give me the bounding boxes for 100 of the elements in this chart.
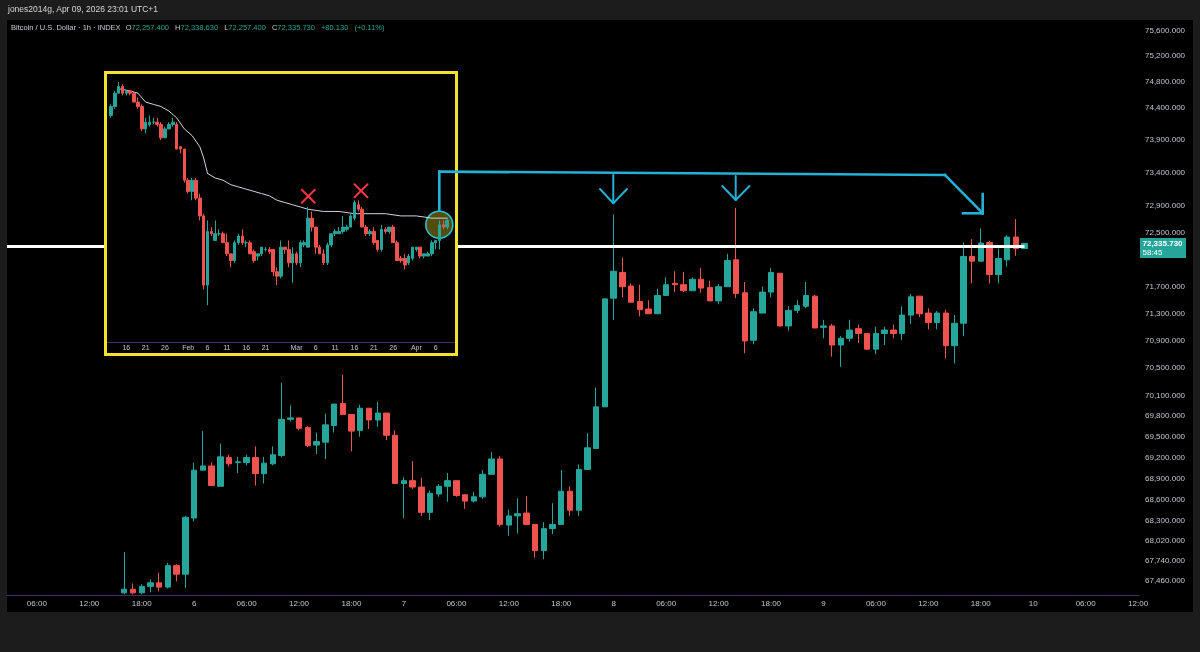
- candlestick: [384, 226, 387, 235]
- candlestick: [610, 213, 617, 321]
- candlestick: [943, 309, 949, 359]
- candlestick: [532, 523, 538, 559]
- candlestick: [190, 177, 194, 201]
- y-tick-label: 69,500.000: [1145, 432, 1186, 442]
- candlestick: [296, 417, 302, 431]
- y-tick-label: 73,400.000: [1145, 168, 1186, 178]
- candlestick: [206, 219, 209, 306]
- candlestick: [368, 228, 372, 237]
- y-tick-label: 70,900.000: [1145, 335, 1186, 345]
- candlestick: [287, 404, 294, 422]
- y-tick-label: 75,200.000: [1145, 51, 1186, 61]
- candlestick: [144, 117, 147, 134]
- x-tick-label: 18:00: [131, 598, 153, 608]
- candlestick: [514, 497, 521, 535]
- candlestick: [438, 219, 441, 250]
- y-tick-label: 70,500.000: [1145, 363, 1186, 373]
- candlestick: [698, 267, 704, 294]
- candlestick: [654, 288, 661, 315]
- candlestick: [139, 583, 145, 595]
- x-tick-label: 06:00: [236, 598, 258, 608]
- candlestick: [208, 461, 215, 487]
- candlestick: [260, 246, 263, 257]
- candlestick: [497, 455, 503, 527]
- candlestick: [418, 246, 422, 259]
- candlestick: [422, 253, 426, 259]
- candlestick: [380, 224, 383, 253]
- candlestick: [252, 445, 259, 487]
- candlestick: [899, 305, 905, 341]
- candlestick: [322, 248, 325, 266]
- candlestick: [226, 454, 232, 468]
- candlestick: [305, 425, 311, 448]
- x-tick-label: 18:00: [341, 598, 363, 608]
- y-tick-label: 72,900.000: [1145, 201, 1186, 211]
- candlestick: [733, 207, 739, 299]
- candlestick: [488, 451, 495, 475]
- candlestick: [357, 404, 363, 438]
- x-tick-label: 18:00: [551, 598, 572, 608]
- candlestick: [628, 282, 634, 303]
- candlestick: [165, 562, 171, 590]
- candlestick: [663, 276, 669, 296]
- candlestick: [270, 445, 276, 466]
- candlestick: [331, 403, 337, 433]
- y-tick-label: 68,020.000: [1145, 536, 1186, 546]
- candlestick: [593, 387, 599, 449]
- candlestick: [403, 253, 407, 270]
- candlestick: [173, 563, 180, 582]
- candlestick: [707, 280, 713, 302]
- x-tick-label: 06:00: [1075, 598, 1097, 608]
- candlestick: [567, 485, 573, 517]
- candlestick: [785, 305, 792, 332]
- candlestick: [969, 238, 975, 284]
- candlestick: [602, 298, 608, 408]
- candlestick: [295, 251, 298, 266]
- candlestick: [794, 299, 800, 314]
- candlestick: [366, 407, 372, 430]
- candlestick: [348, 413, 355, 452]
- y-tick-label: 73,900.000: [1145, 135, 1186, 145]
- candlestick: [436, 483, 442, 498]
- y-tick-label: 75,600.000: [1145, 25, 1186, 35]
- candlestick: [235, 456, 241, 474]
- candlestick: [243, 454, 250, 466]
- candlestick: [479, 469, 486, 500]
- x-tick-label: 06:00: [865, 598, 887, 608]
- candlestick: [200, 430, 206, 471]
- candlestick: [768, 267, 774, 298]
- candlestick: [558, 469, 564, 526]
- candlestick: [445, 217, 449, 230]
- x-tick-label: 6: [191, 598, 197, 608]
- y-tick-label: 71,300.000: [1145, 308, 1186, 318]
- candlestick: [951, 314, 958, 364]
- candlestick: [156, 572, 162, 592]
- candlestick: [278, 382, 285, 459]
- candlestick: [829, 323, 835, 358]
- candlestick: [340, 373, 346, 415]
- candlestick: [411, 246, 414, 262]
- candlestick: [121, 83, 124, 96]
- candlestick: [777, 272, 783, 328]
- candlestick: [191, 461, 197, 523]
- candlestick: [210, 226, 213, 237]
- candlestick: [444, 472, 451, 503]
- candlestick: [803, 281, 809, 309]
- candlestick: [541, 521, 547, 560]
- x-tick-label: 12:00: [1128, 598, 1149, 608]
- candlestick: [873, 326, 879, 355]
- candlestick: [619, 257, 626, 298]
- x-tick-label: 06:00: [446, 598, 467, 608]
- candlestick: [881, 326, 888, 346]
- x-tick-label: 8: [611, 598, 617, 608]
- candlestick: [672, 270, 678, 293]
- candlestick: [241, 228, 244, 246]
- candlestick: [121, 551, 127, 595]
- candlestick: [453, 480, 460, 498]
- candlestick: [960, 241, 967, 337]
- y-tick-label: 71,700.000: [1145, 281, 1186, 291]
- candlestick: [306, 206, 310, 248]
- candlestick: [261, 456, 267, 484]
- x-tick-label: 9: [821, 598, 827, 608]
- candlestick: [750, 307, 757, 345]
